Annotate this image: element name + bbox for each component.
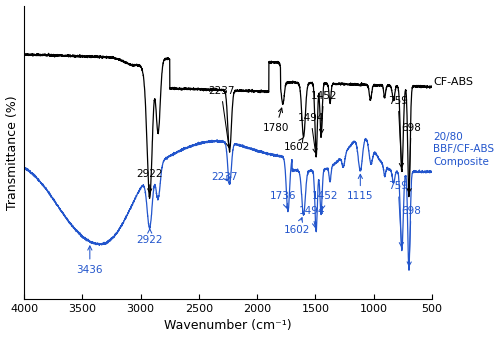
Text: 1602: 1602	[284, 137, 310, 152]
Text: 698: 698	[401, 123, 421, 193]
Text: 698: 698	[401, 206, 421, 266]
Text: 1602: 1602	[284, 218, 310, 236]
Y-axis label: Transmittance (%): Transmittance (%)	[6, 95, 18, 210]
Text: CF-ABS: CF-ABS	[434, 77, 474, 87]
Text: 1494: 1494	[298, 206, 325, 227]
Text: 1115: 1115	[347, 174, 374, 201]
Text: 20/80
BBF/CF-ABS
Composite: 20/80 BBF/CF-ABS Composite	[434, 132, 494, 167]
Text: 1494: 1494	[298, 113, 324, 153]
Text: 1452: 1452	[312, 191, 338, 210]
Text: 2237: 2237	[208, 86, 234, 147]
Text: 2922: 2922	[136, 169, 163, 193]
Text: 1452: 1452	[310, 91, 337, 134]
Text: 759: 759	[388, 182, 408, 247]
Text: 2237: 2237	[212, 172, 238, 182]
Text: 3436: 3436	[76, 246, 103, 274]
X-axis label: Wavenumber (cm⁻¹): Wavenumber (cm⁻¹)	[164, 319, 292, 333]
Text: 1736: 1736	[270, 191, 296, 208]
Text: 1780: 1780	[262, 108, 289, 133]
Text: 2922: 2922	[136, 229, 163, 245]
Text: 759: 759	[388, 96, 408, 168]
